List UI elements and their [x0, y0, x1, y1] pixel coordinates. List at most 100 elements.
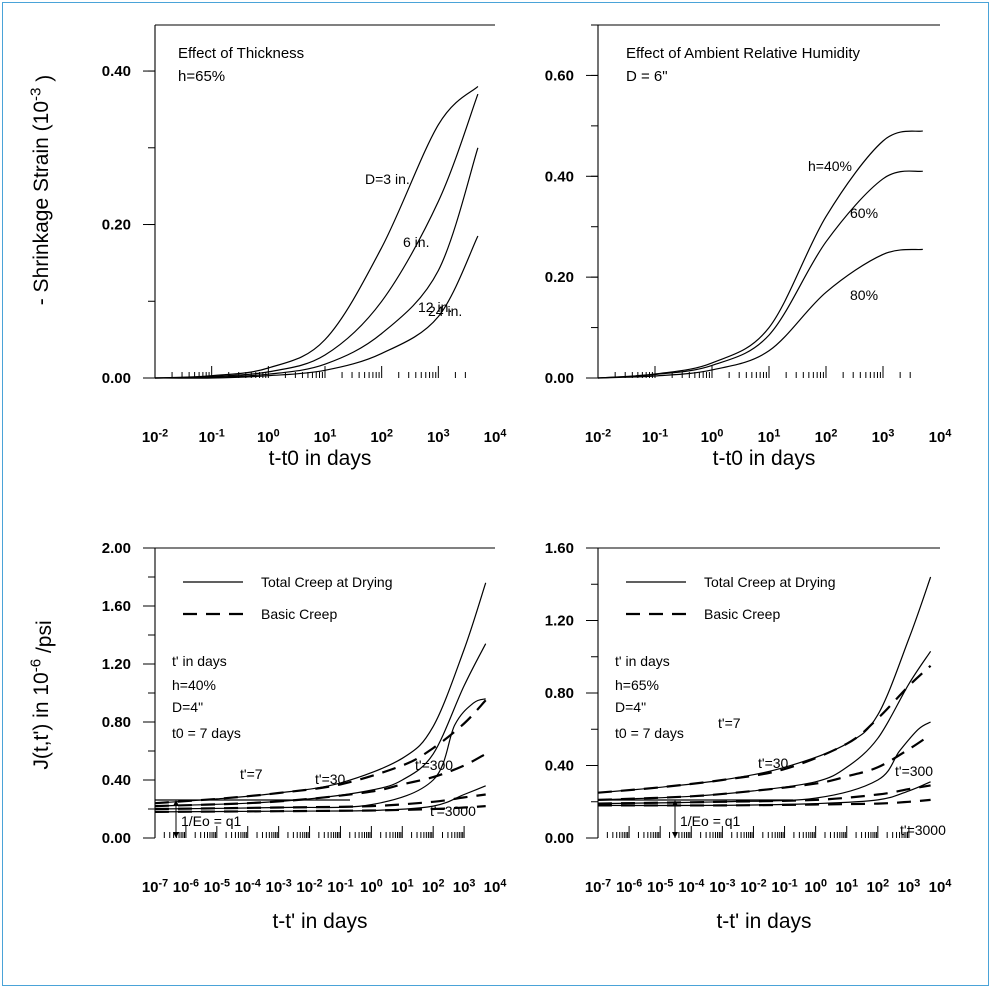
chart-subtitle: D = 6" — [626, 68, 668, 85]
y-tick-label: 0.00 — [102, 830, 131, 847]
x-tick-label: 104​ — [484, 428, 507, 446]
chart-creep-h65: 0.00 0.40 0.80 1.20 1.60 10-7​ 10-6​ 10-5​ 10-4​… — [545, 540, 952, 933]
y-tick-label: 0.20 — [545, 269, 574, 286]
x-axis-label: t-t' in days — [716, 910, 811, 933]
x-tick-label: 101​ — [391, 878, 414, 896]
x-tick-label: 10-1​ — [327, 878, 353, 896]
series-line — [154, 805, 486, 813]
note-text: t0 = 7 days — [172, 725, 241, 741]
x-axis-label: t-t' in days — [272, 910, 367, 933]
chart-shrinkage-humidity: 0.00 0.20 0.40 0.60 10-2​ 10-1​ 100​ 101​ 102​ 10… — [545, 24, 952, 470]
x-tick-label: 104​ — [929, 878, 952, 896]
note-text: t0 = 7 days — [615, 725, 684, 741]
curve-label: h=40% — [808, 158, 852, 174]
x-tick-label: 10-6​ — [616, 878, 642, 896]
series-line — [597, 784, 931, 805]
chart-subtitle: h=65% — [178, 68, 225, 85]
chart-title: Effect of Ambient Relative Humidity — [626, 45, 860, 62]
curve-label: t'=300 — [415, 757, 453, 773]
y-tick-label: 0.20 — [102, 217, 131, 234]
y-tick-label: 0.00 — [545, 830, 574, 847]
y-tick-label: 0.40 — [102, 772, 131, 789]
curve-label: t'=30 — [758, 755, 789, 771]
x-tick-label: 104​ — [484, 878, 507, 896]
x-tick-label: 103​ — [453, 878, 476, 896]
y-tick-label: 0.40 — [545, 758, 574, 775]
series-line — [154, 785, 486, 813]
series-line — [597, 781, 931, 807]
y-tick-label: 0.40 — [545, 168, 574, 185]
y-axis-label: J(t,t') in 10-6​ /psi — [27, 620, 56, 769]
y-tick-label: 0.40 — [102, 63, 131, 80]
series-line — [154, 147, 479, 379]
x-tick-label: 102​ — [866, 878, 889, 896]
curve-label: 24 in. — [428, 303, 462, 319]
note-text: t' in days — [172, 653, 227, 669]
x-tick-label: 10-2​ — [142, 428, 168, 446]
x-tick-label: 103​ — [427, 428, 450, 446]
curve-label: D=3 in. — [365, 171, 410, 187]
curve-label: 60% — [850, 205, 878, 221]
x-tick-label: 101​ — [758, 428, 781, 446]
x-tick-label: 10-6​ — [173, 878, 199, 896]
x-tick-label: 102​ — [370, 428, 393, 446]
y-tick-label: 0.00 — [545, 370, 574, 387]
q1-label: 1/Eo = q1 — [181, 813, 242, 829]
x-tick-label: 100​ — [360, 878, 383, 896]
y-tick-label: 0.80 — [102, 714, 131, 731]
x-tick-label: 10-4​ — [235, 878, 261, 896]
series-line — [154, 93, 479, 379]
curve-label: t'=7 — [240, 766, 263, 782]
y-tick-label: 0.00 — [102, 370, 131, 387]
series-line — [597, 170, 923, 379]
y-tick-label: 1.20 — [545, 613, 574, 630]
x-tick-label: 103​ — [872, 428, 895, 446]
legend-label: Total Creep at Drying — [704, 574, 836, 590]
series-line — [154, 85, 479, 379]
note-text: h=65% — [615, 677, 659, 693]
series-line — [597, 733, 932, 801]
x-tick-label: 100​ — [257, 428, 280, 446]
x-tick-label: 102​ — [815, 428, 838, 446]
x-tick-label: 10-5​ — [204, 878, 230, 896]
x-tick-label: 10-2​ — [740, 878, 766, 896]
x-tick-label: 101​ — [314, 428, 337, 446]
y-tick-label: 0.60 — [545, 67, 574, 84]
x-tick-label: 101​ — [835, 878, 858, 896]
chart-creep-h40: 0.00 0.40 0.80 1.20 1.60 2.00 10-7​ 10-6​ 10-5​ 1… — [27, 540, 506, 933]
y-tick-label: 2.00 — [102, 540, 131, 557]
chart-title: Effect of Thickness — [178, 45, 304, 62]
curve-label: 12 in. — [418, 299, 452, 315]
legend-label: Basic Creep — [261, 606, 337, 622]
y-tick-label: 0.80 — [545, 685, 574, 702]
x-tick-label: 10-7​ — [585, 878, 611, 896]
x-tick-label: 10-7​ — [142, 878, 168, 896]
note-text: h=40% — [172, 677, 216, 693]
series-line — [154, 752, 487, 808]
x-tick-label: 103​ — [898, 878, 921, 896]
series-line — [597, 130, 923, 379]
legend-label: Total Creep at Drying — [261, 574, 393, 590]
x-tick-label: 104​ — [929, 428, 952, 446]
note-text: D=4" — [172, 699, 203, 715]
note-text: D=4" — [615, 699, 646, 715]
curve-label: 80% — [850, 287, 878, 303]
x-tick-label: 10-1​ — [771, 878, 797, 896]
series-line — [597, 248, 923, 379]
x-tick-label: 102​ — [422, 878, 445, 896]
q1-label: 1/Eo = q1 — [680, 813, 741, 829]
series-line — [154, 699, 487, 805]
x-tick-label: 10-3​ — [709, 878, 735, 896]
curve-label: t'=3000 — [900, 822, 946, 838]
x-tick-label: 10-2​ — [296, 878, 322, 896]
x-tick-label: 10-5​ — [647, 878, 673, 896]
x-tick-label: 10-3​ — [265, 878, 291, 896]
curve-label: t'=300 — [895, 763, 933, 779]
y-tick-label: 1.60 — [545, 540, 574, 557]
x-axis-label: t-t0 in days — [269, 447, 372, 470]
x-tick-label: 100​ — [701, 428, 724, 446]
x-tick-label: 100​ — [804, 878, 827, 896]
x-tick-label: 10-1​ — [199, 428, 225, 446]
